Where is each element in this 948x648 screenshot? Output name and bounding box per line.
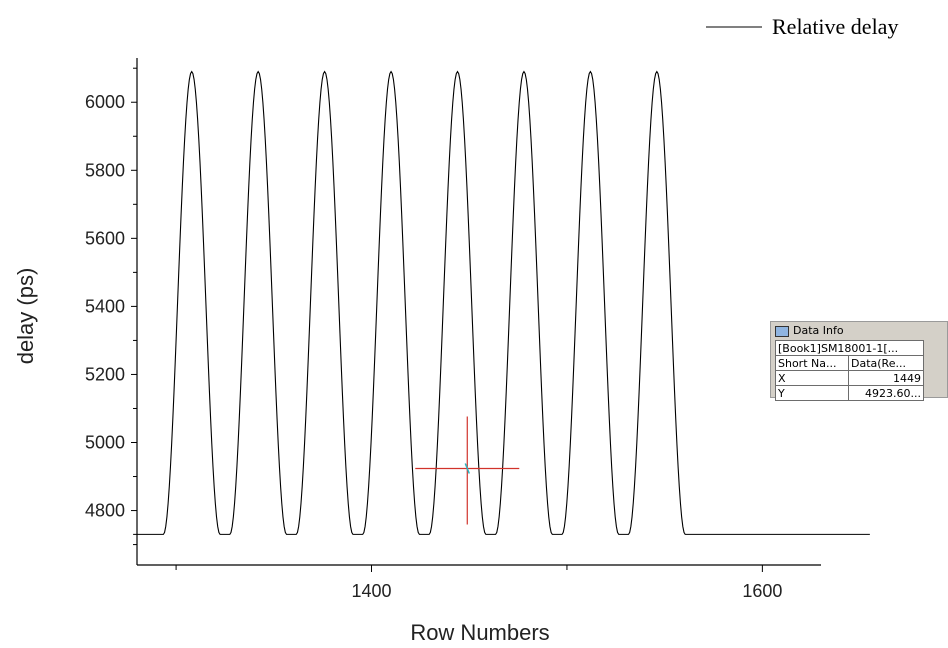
- data-info-row-y-label: Y: [775, 385, 849, 401]
- data-info-row-x-value: 1449: [848, 370, 924, 386]
- data-info-row-x: X 1449: [775, 370, 924, 386]
- x-tick-label-1400: 1400: [351, 581, 391, 601]
- data-info-header-data: Data(Re...: [848, 355, 924, 371]
- data-info-row-y: Y 4923.60...: [775, 385, 924, 401]
- legend-label-relative-delay: Relative delay: [772, 14, 898, 39]
- y-axis-title: delay (ps): [13, 268, 38, 365]
- y-tick-label-5600: 5600: [85, 228, 125, 248]
- x-axis-ticks: 1400 1600: [175, 565, 782, 601]
- data-info-titlebar[interactable]: Data Info: [771, 322, 947, 340]
- y-tick-label-5800: 5800: [85, 160, 125, 180]
- data-info-source: [Book1]SM18001-1[...: [775, 340, 924, 356]
- legend: Relative delay: [706, 14, 898, 39]
- y-tick-label-5200: 5200: [85, 364, 125, 384]
- y-tick-label-5000: 5000: [85, 433, 125, 453]
- data-info-panel[interactable]: Data Info [Book1]SM18001-1[... Short Na.…: [770, 321, 948, 401]
- x-axis-title: Row Numbers: [410, 620, 549, 645]
- data-info-source-row: [Book1]SM18001-1[...: [775, 340, 924, 356]
- data-cursor-crosshair[interactable]: [415, 416, 520, 525]
- series-relative-delay-line: [133, 70, 870, 535]
- data-info-title: Data Info: [793, 324, 844, 337]
- data-info-row-y-value: 4923.60...: [848, 385, 924, 401]
- data-info-header-name: Short Na...: [775, 355, 849, 371]
- y-tick-label-6000: 6000: [85, 92, 125, 112]
- crosshair-center-mark: [464, 463, 470, 474]
- y-tick-label-5400: 5400: [85, 296, 125, 316]
- data-info-icon: [775, 325, 789, 337]
- x-tick-label-1600: 1600: [742, 581, 782, 601]
- data-info-row-x-label: X: [775, 370, 849, 386]
- data-info-table: [Book1]SM18001-1[... Short Na... Data(Re…: [775, 340, 924, 401]
- y-axis-ticks: 4800 5000 5200 5400 5600 5800 6000: [85, 67, 137, 546]
- y-tick-label-4800: 4800: [85, 501, 125, 521]
- data-info-header-row: Short Na... Data(Re...: [775, 355, 924, 371]
